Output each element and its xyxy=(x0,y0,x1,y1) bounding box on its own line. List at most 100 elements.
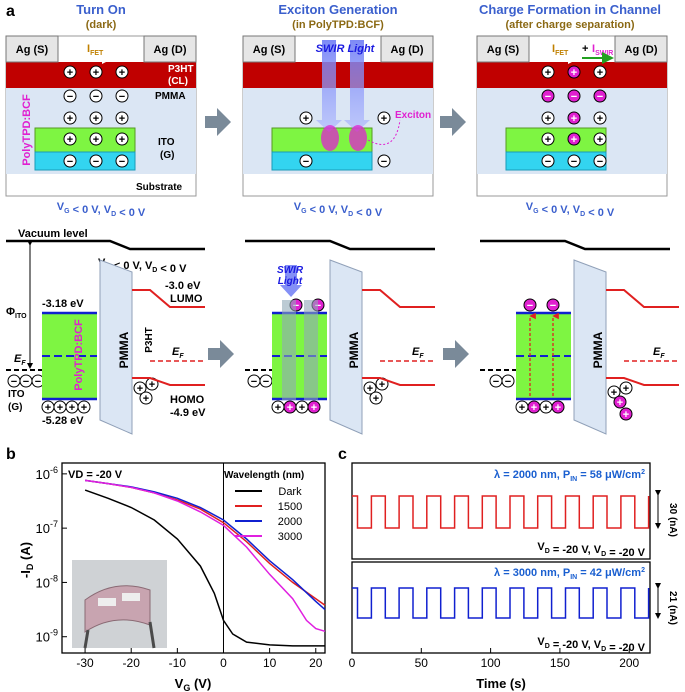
svg-text:+: + xyxy=(287,402,293,414)
chart-c-top-frame xyxy=(351,462,651,560)
chart-c-bottom-scale: 21 (nA) xyxy=(667,591,678,625)
band1-polytpd-label: PolyTPD:BCF xyxy=(73,319,85,391)
band2-pmma-label: PMMA xyxy=(347,331,361,368)
charge-d3-r3-c0: + xyxy=(541,132,555,146)
device2-ag-d-label: Ag (D) xyxy=(391,44,424,56)
charge-d3-r4-c1: − xyxy=(567,154,581,168)
svg-text:+: + xyxy=(45,402,51,414)
band1-electron-1: − xyxy=(19,374,33,388)
device1-ifet-label: IFET xyxy=(87,43,104,57)
charge-carriers: + + +− − −+ + ++ + +− − −+ +− −+ + +− − −+ + ++ + +− − −− − − − − −… xyxy=(7,65,633,421)
svg-text:+: + xyxy=(519,402,525,414)
band1-g-label: (G) xyxy=(8,402,22,413)
svg-text:+: + xyxy=(303,113,309,125)
svg-text:−: − xyxy=(597,156,603,168)
device3-title: Charge Formation in Channel xyxy=(479,2,661,17)
chart-c-top-bias: VD = -20 V, VD = -20 V xyxy=(537,541,645,559)
band2-swir-label-2: Light xyxy=(278,276,303,287)
band1-homo-energy: -5.28 eV xyxy=(42,415,84,427)
band1-p3ht-homo-energy: -4.9 eV xyxy=(170,407,206,419)
chart-b-xtick-label-0: -30 xyxy=(76,656,94,670)
chart-b-legend-title: Wavelength (nm) xyxy=(224,470,304,481)
arrow-right-2 xyxy=(440,108,466,136)
band3-p3ht-hole-2: + xyxy=(613,395,627,409)
svg-text:−: − xyxy=(35,376,41,388)
svg-text:+: + xyxy=(119,67,125,79)
device1-ag-s-label: Ag (S) xyxy=(16,44,49,56)
svg-text:+: + xyxy=(67,134,73,146)
chart-c-bottom-bias: VD = -20 V, VD = -20 V xyxy=(537,636,645,654)
chart-b-series-3000 xyxy=(84,479,326,633)
charge-d1-r4-c1: − xyxy=(89,154,103,168)
band-arrow-right-1 xyxy=(208,340,234,368)
band2-light-beam-2 xyxy=(304,300,318,400)
device1-p3ht-label: P3HT xyxy=(168,64,194,75)
chart-b-ytick-label-1: 10-7 xyxy=(36,519,58,536)
chart-c-top-label: λ = 2000 nm, PIN = 58 μW/cm2 xyxy=(494,469,645,483)
charge-d1-r3-c2: + xyxy=(115,132,129,146)
charge-d3-r0-c1: + xyxy=(567,65,581,79)
svg-text:+: + xyxy=(545,67,551,79)
svg-text:+: + xyxy=(571,113,577,125)
svg-text:+: + xyxy=(119,134,125,146)
device-exciton: Exciton Generation (in PolyTPD:BCF) Ag (… xyxy=(242,2,434,219)
device2-p3ht xyxy=(243,62,433,88)
svg-text:+: + xyxy=(137,383,143,395)
inset-clip-2 xyxy=(148,621,156,649)
svg-text:+: + xyxy=(81,402,87,414)
chart-c-xlabel: Time (s) xyxy=(476,676,526,691)
chart-transfer-curves: VD = -20 V Wavelength (nm) VG (V) -ID (A… xyxy=(18,462,326,692)
arrow-right-1 xyxy=(205,108,231,136)
band2-light-beam-1 xyxy=(282,300,296,400)
charge-d1-r0-c1: + xyxy=(89,65,103,79)
band1-pmma-label: PMMA xyxy=(117,331,131,368)
svg-text:+: + xyxy=(623,409,629,421)
band2-p3ht-lumo xyxy=(362,289,435,308)
band1-lumo-label: LUMO xyxy=(170,293,203,305)
chart-b-xtick-label-5: 20 xyxy=(309,656,323,670)
device3-bias: VG < 0 V, VD < 0 V xyxy=(526,201,615,219)
chart-b-legend-label-2000: 2000 xyxy=(278,516,302,528)
device1-ag-drain xyxy=(143,35,197,63)
band1-lumo-energy: -3.18 eV xyxy=(42,298,84,310)
band1-p3ht-lumo-energy: -3.0 eV xyxy=(165,280,201,292)
device2-exciton-1 xyxy=(321,125,339,151)
chart-c-top-scale: 30 (nA) xyxy=(667,503,678,537)
band3-hole-0: + xyxy=(515,400,529,414)
device1-ag-d-label: Ag (D) xyxy=(154,44,187,56)
svg-text:+: + xyxy=(367,383,373,395)
charge-d3-r2-c2: + xyxy=(593,111,607,125)
svg-text:−: − xyxy=(545,91,551,103)
band3-hole-1: + xyxy=(527,400,541,414)
svg-text:−: − xyxy=(67,156,73,168)
charge-d3-r0-c0: + xyxy=(541,65,555,79)
band1-hole-3: + xyxy=(77,400,91,414)
device1-polytpd-label: PolyTPD:BCF xyxy=(21,94,33,166)
svg-text:+: + xyxy=(597,67,603,79)
device3-subtitle: (after charge separation) xyxy=(506,19,635,31)
svg-text:−: − xyxy=(67,91,73,103)
charge-d2-r1-c1: − xyxy=(377,154,391,168)
svg-text:−: − xyxy=(93,156,99,168)
band1-hole-1: + xyxy=(53,400,67,414)
device2-light-beam-2 xyxy=(344,40,370,132)
device1-ag-source xyxy=(5,35,59,63)
svg-text:+: + xyxy=(311,402,317,414)
charge-d2-r0-c0: + xyxy=(299,111,313,125)
charge-d3-r4-c2: − xyxy=(593,154,607,168)
charge-d1-r0-c0: + xyxy=(63,65,77,79)
svg-text:−: − xyxy=(381,156,387,168)
inset-electrode-1 xyxy=(98,598,116,606)
svg-text:−: − xyxy=(93,91,99,103)
band1-homo-label: HOMO xyxy=(170,394,205,406)
charge-d3-r4-c0: − xyxy=(541,154,555,168)
svg-text:+: + xyxy=(93,67,99,79)
band3-p3ht-hole-3: + xyxy=(619,407,633,421)
band2-ef-label: EF xyxy=(412,346,424,360)
band3-p3ht-homo xyxy=(606,377,679,386)
svg-text:−: − xyxy=(119,156,125,168)
charge-d1-r3-c1: + xyxy=(89,132,103,146)
chart-c-xtick-label-3: 150 xyxy=(550,656,570,670)
band1-hole-0: + xyxy=(41,400,55,414)
band1-ef-label-left: EF xyxy=(14,353,26,367)
